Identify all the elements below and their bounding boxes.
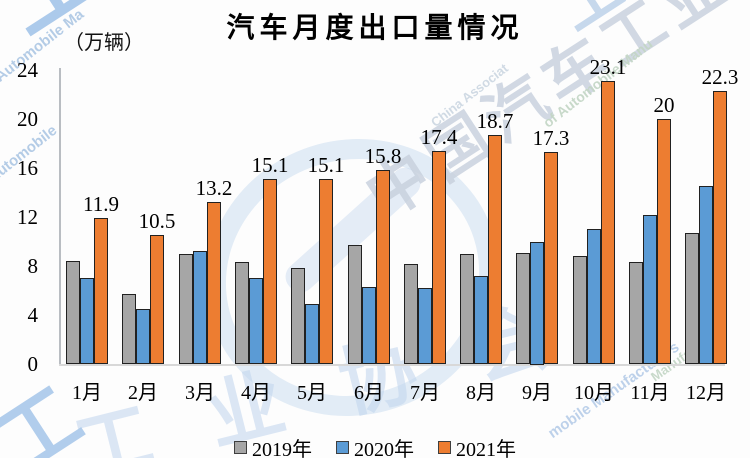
bar-2021年-9月 [544, 152, 558, 364]
legend-item-2021年: 2021年 [438, 433, 516, 458]
legend-label: 2020年 [354, 439, 414, 458]
bar-2021年-6月 [376, 170, 390, 364]
bar-2019年-1月 [66, 261, 80, 364]
bar-2021年-4月 [263, 179, 277, 364]
x-label-11月: 11月 [630, 382, 670, 404]
bar-2019年-7月 [404, 264, 418, 364]
x-label-10月: 10月 [574, 382, 614, 404]
bar-2020年-3月 [193, 251, 207, 364]
y-axis-line [59, 68, 61, 365]
x-label-3月: 3月 [185, 382, 215, 404]
y-axis-unit-label: （万辆） [64, 32, 144, 54]
x-label-12月: 12月 [686, 382, 726, 404]
x-axis-line [59, 364, 725, 366]
data-label-7月: 17.4 [420, 125, 458, 149]
y-tick-0: 0 [27, 352, 39, 376]
bar-2021年-5月 [319, 179, 333, 364]
bar-2019年-6月 [348, 245, 362, 364]
bar-2019年-9月 [516, 253, 530, 364]
y-tick-4: 4 [27, 303, 39, 327]
y-tick-20: 20 [17, 107, 38, 131]
legend-swatch-icon [336, 441, 349, 454]
bar-2020年-6月 [362, 287, 376, 364]
bar-2020年-12月 [699, 186, 713, 364]
legend-label: 2019年 [252, 439, 312, 458]
x-label-1月: 1月 [72, 382, 102, 404]
legend-item-2020年: 2020年 [336, 433, 414, 458]
data-label-4月: 15.1 [251, 153, 289, 177]
bar-2021年-10月 [601, 81, 615, 364]
bar-2021年-11月 [657, 119, 671, 364]
data-label-12月: 22.3 [701, 65, 739, 89]
bar-2021年-8月 [488, 135, 502, 364]
x-label-4月: 4月 [241, 382, 271, 404]
x-label-9月: 9月 [522, 382, 552, 404]
bar-2020年-2月 [136, 309, 150, 364]
bar-2020年-7月 [418, 288, 432, 364]
legend-swatch-icon [234, 441, 247, 454]
bar-2020年-8月 [474, 276, 488, 364]
bar-2021年-1月 [94, 218, 108, 364]
data-label-9月: 17.3 [532, 126, 570, 150]
data-label-2月: 10.5 [138, 209, 176, 233]
bar-2019年-12月 [685, 233, 699, 364]
data-label-3月: 13.2 [195, 176, 233, 200]
legend-swatch-icon [438, 441, 451, 454]
bar-2021年-3月 [207, 202, 221, 364]
bar-2020年-4月 [249, 278, 263, 364]
bar-2021年-12月 [713, 91, 727, 364]
legend: 2019年 2020年 2021年 [0, 433, 750, 458]
bar-2020年-9月 [530, 242, 544, 365]
bar-2019年-8月 [460, 254, 474, 364]
chart-title: 汽车月度出口量情况 [226, 13, 524, 44]
bar-2020年-10月 [587, 229, 601, 364]
y-tick-12: 12 [17, 205, 38, 229]
y-tick-8: 8 [27, 254, 39, 278]
bar-2020年-1月 [80, 278, 94, 364]
y-tick-16: 16 [17, 156, 38, 180]
watermark-text: of Automobile Manu [540, 35, 656, 131]
y-tick-24: 24 [17, 58, 38, 82]
data-label-11月: 20 [653, 93, 675, 117]
x-label-7月: 7月 [410, 382, 440, 404]
bar-2019年-11月 [629, 262, 643, 364]
x-label-2月: 2月 [128, 382, 158, 404]
x-label-6月: 6月 [354, 382, 384, 404]
x-label-5月: 5月 [297, 382, 327, 404]
bar-2020年-11月 [643, 215, 657, 364]
data-label-10月: 23.1 [589, 55, 627, 79]
bar-2019年-4月 [235, 262, 249, 364]
data-label-6月: 15.8 [364, 144, 402, 168]
data-label-8月: 18.7 [476, 109, 514, 133]
x-label-8月: 8月 [466, 382, 496, 404]
bar-2019年-3月 [179, 254, 193, 364]
bar-2019年-2月 [122, 294, 136, 364]
bar-2021年-2月 [150, 235, 164, 364]
legend-item-2019年: 2019年 [234, 433, 312, 458]
bar-2021年-7月 [432, 151, 446, 364]
bar-2020年-5月 [305, 304, 319, 364]
data-label-1月: 11.9 [83, 192, 119, 216]
data-label-5月: 15.1 [307, 153, 345, 177]
bar-2019年-5月 [291, 268, 305, 364]
legend-label: 2021年 [456, 439, 516, 458]
bar-2019年-10月 [573, 256, 587, 364]
